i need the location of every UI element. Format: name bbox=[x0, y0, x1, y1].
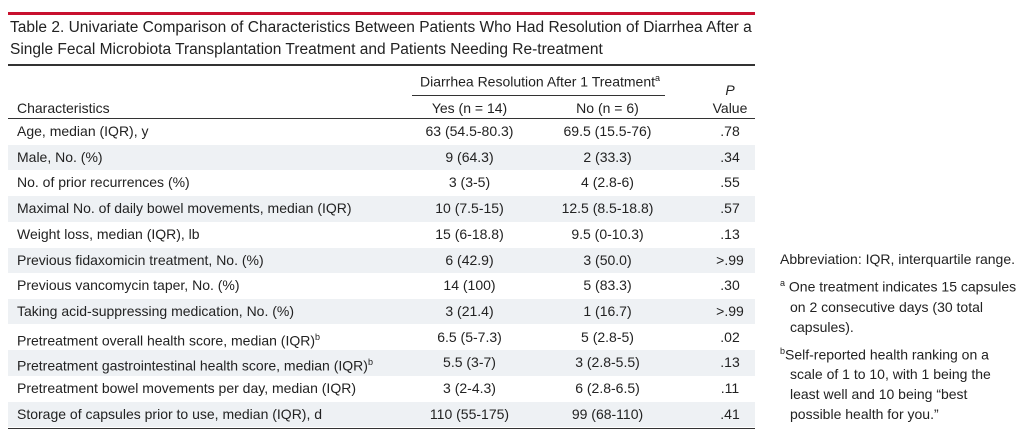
table-row: Previous fidaxomicin treatment, No. (%) 6… bbox=[8, 247, 755, 273]
row-no-value: 4 (2.8-6) bbox=[581, 174, 634, 191]
row-yes-value: 5.5 (3-7) bbox=[443, 354, 496, 371]
row-p-value: .13 bbox=[720, 354, 740, 371]
row-p-value: .41 bbox=[720, 405, 740, 422]
table-row: Male, No. (%) 9 (64.3) 2 (33.3) .34 bbox=[8, 144, 755, 171]
row-characteristic: Storage of capsules prior to use, median… bbox=[17, 405, 323, 422]
row-characteristic: Pretreatment bowel movements per day, me… bbox=[17, 380, 356, 396]
row-no-value: 2 (33.3) bbox=[583, 148, 632, 165]
table-row: Taking acid-suppressing medication, No. … bbox=[8, 298, 755, 325]
table-top-rule bbox=[8, 64, 755, 66]
row-p-value: .11 bbox=[720, 380, 740, 396]
column-group-header: Diarrhea Resolution After 1 Treatmenta bbox=[412, 73, 668, 90]
abbreviation-note: Abbreviation: IQR, interquartile range. bbox=[780, 251, 1016, 267]
row-p-value: .13 bbox=[720, 225, 740, 242]
footnote-a: a One treatment indicates 15 capsules on… bbox=[780, 273, 1020, 337]
footnote-b-mark: b bbox=[780, 345, 786, 356]
row-yes-value: 110 (55-175) bbox=[429, 405, 510, 422]
value-header: Value bbox=[712, 100, 748, 116]
row-p-value: >.99 bbox=[716, 251, 744, 268]
table-row: Pretreatment overall health score, media… bbox=[8, 325, 755, 351]
row-yes-value: 6 (42.9) bbox=[445, 251, 494, 268]
table-row: Previous vancomycin taper, No. (%) 14 (10… bbox=[8, 273, 755, 299]
row-p-value: .34 bbox=[720, 148, 740, 165]
footnote-marker: b bbox=[315, 331, 321, 342]
row-yes-value: 9 (64.3) bbox=[445, 148, 494, 165]
table-footnotes: Abbreviation: IQR, interquartile range. … bbox=[780, 249, 1020, 428]
row-no-value: 3 (2.8-5.5) bbox=[575, 354, 640, 371]
row-p-value: .02 bbox=[720, 328, 740, 345]
p-header: P bbox=[725, 82, 735, 98]
table-row: Storage of capsules prior to use, median… bbox=[8, 401, 755, 428]
row-p-value: .55 bbox=[720, 174, 740, 191]
row-no-value: 6 (2.8-6.5) bbox=[575, 380, 640, 396]
footnote-b-text: Self-reported health ranking on a scale … bbox=[785, 346, 991, 423]
footnote-marker: b bbox=[367, 357, 373, 368]
row-yes-value: 10 (7.5-15) bbox=[435, 200, 504, 217]
table-row: Maximal No. of daily bowel movements, me… bbox=[8, 196, 755, 222]
row-characteristic-cell: Pretreatment gastrointestinal health sco… bbox=[17, 350, 373, 379]
row-yes-value: 6.5 (5-7.3) bbox=[437, 328, 502, 345]
row-no-value: 69.5 (15.5-76) bbox=[563, 123, 652, 139]
column-group-rule bbox=[412, 95, 665, 96]
header-rule bbox=[8, 118, 755, 119]
row-characteristic: Pretreatment overall health score, media… bbox=[17, 332, 316, 349]
row-characteristic: Maximal No. of daily bowel movements, me… bbox=[17, 200, 352, 217]
row-yes-value: 3 (2-4.3) bbox=[443, 380, 496, 396]
row-yes-value: 15 (6-18.8) bbox=[435, 225, 504, 242]
row-characteristic-cell: Pretreatment overall health score, media… bbox=[17, 325, 320, 354]
row-characteristic: Taking acid-suppressing medication, No. … bbox=[17, 302, 295, 319]
footnote-a-marker: a bbox=[655, 73, 661, 83]
table-row: No. of prior recurrences (%) 3 (3-5) 4 (2.… bbox=[8, 170, 755, 196]
row-characteristic: No. of prior recurrences (%) bbox=[17, 174, 190, 191]
row-no-value: 1 (16.7) bbox=[583, 302, 632, 319]
title-accent-rule bbox=[8, 12, 755, 15]
row-characteristic: Male, No. (%) bbox=[17, 148, 103, 165]
yes-header: Yes (n = 14) bbox=[431, 100, 508, 116]
row-characteristic: Previous vancomycin taper, No. (%) bbox=[17, 277, 240, 294]
footnote-a-mark: a bbox=[780, 278, 786, 288]
table-row: Pretreatment bowel movements per day, me… bbox=[8, 376, 755, 402]
row-no-value: 12.5 (8.5-18.8) bbox=[561, 200, 654, 217]
row-yes-value: 14 (100) bbox=[443, 277, 496, 294]
table-title: Table 2. Univariate Comparison of Charac… bbox=[10, 19, 752, 58]
row-p-value: .30 bbox=[720, 277, 740, 294]
row-p-value: .57 bbox=[720, 200, 740, 217]
row-no-value: 9.5 (0-10.3) bbox=[571, 225, 644, 242]
row-no-value: 5 (83.3) bbox=[583, 277, 632, 294]
row-p-value: >.99 bbox=[716, 302, 744, 319]
row-characteristic: Age, median (IQR), y bbox=[17, 123, 149, 139]
row-no-value: 99 (68-110) bbox=[571, 405, 644, 422]
no-header: No (n = 6) bbox=[576, 100, 639, 116]
footnote-a-text: One treatment indicates 15 capsules on 2… bbox=[788, 278, 1017, 335]
row-yes-value: 3 (3-5) bbox=[448, 174, 491, 191]
row-yes-value: 63 (54.5-80.3) bbox=[425, 123, 514, 139]
row-no-value: 5 (2.8-5) bbox=[581, 328, 634, 345]
row-characteristic: Pretreatment gastrointestinal health sco… bbox=[17, 357, 368, 374]
column-group-label: Diarrhea Resolution After 1 Treatment bbox=[419, 73, 655, 90]
footnote-b: bSelf-reported health ranking on a scale… bbox=[780, 341, 1020, 425]
row-characteristic: Weight loss, median (IQR), lb bbox=[17, 225, 200, 242]
row-yes-value: 3 (21.4) bbox=[445, 302, 494, 319]
table-row: Weight loss, median (IQR), lb 15 (6-18.8)… bbox=[8, 222, 755, 248]
table-row: Pretreatment gastrointestinal health sco… bbox=[8, 350, 755, 376]
characteristics-header: Characteristics bbox=[17, 100, 110, 116]
row-no-value: 3 (50.0) bbox=[583, 251, 632, 268]
table-bottom-rule bbox=[8, 428, 755, 429]
row-p-value: .78 bbox=[720, 123, 740, 139]
table-row: Age, median (IQR), y 63 (54.5-80.3) 69.5 (… bbox=[8, 119, 755, 145]
row-characteristic: Previous fidaxomicin treatment, No. (%) bbox=[17, 251, 264, 268]
